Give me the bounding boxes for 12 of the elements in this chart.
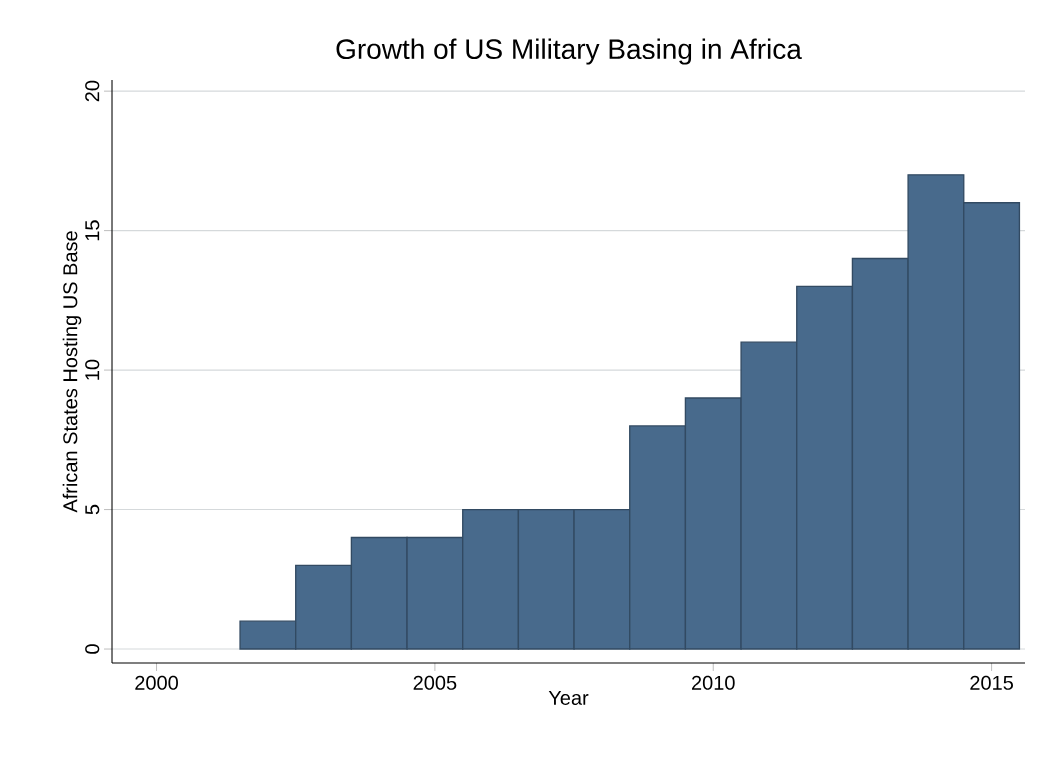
x-axis-title: Year [548,691,589,705]
y-tick-label: 0 [85,644,100,654]
chart-title: Growth of US Military Basing in Africa [336,38,802,65]
y-tick-label: 20 [85,80,100,102]
y-tick-label: 10 [85,359,100,380]
y-tick-label: 15 [85,220,100,241]
x-tick-label: 2010 [692,675,735,690]
x-tick-label: 2000 [135,675,178,690]
y-axis-title: African States Hosting US Base [62,231,82,513]
x-tick-label: 2015 [970,675,1013,690]
x-tick-label: 2005 [413,675,457,690]
y-tick-label: 5 [85,504,100,515]
